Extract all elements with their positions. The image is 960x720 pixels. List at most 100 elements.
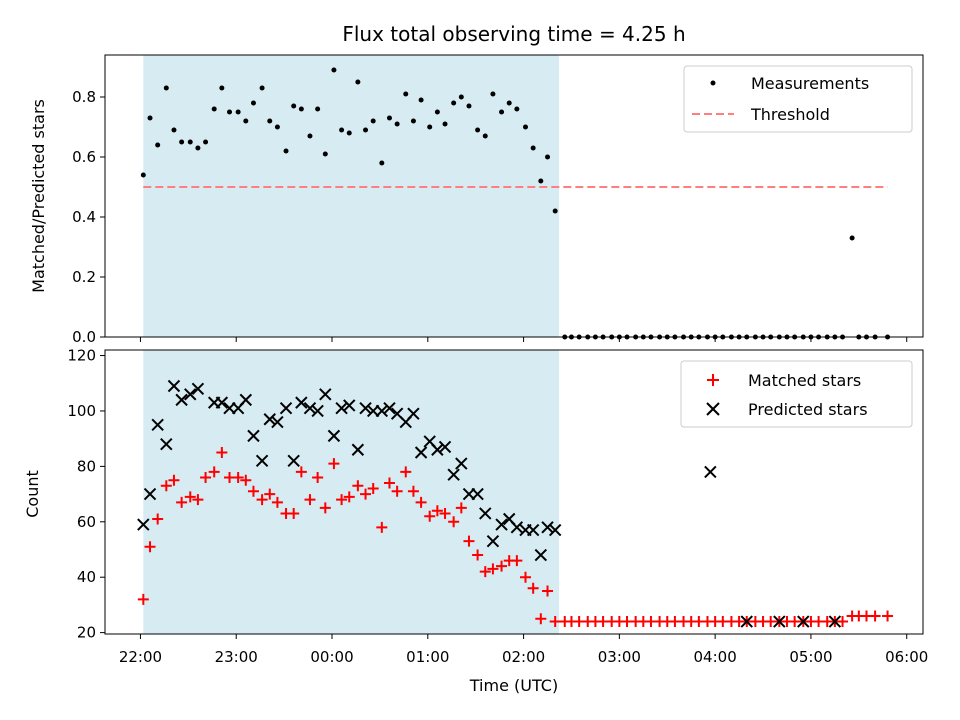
matched-star-point [232, 471, 244, 483]
x-tick-label: 06:00 [885, 648, 928, 666]
observing-span-shade [143, 55, 560, 337]
legend-matched-marker [707, 374, 719, 386]
y-tick-label: 0.0 [72, 328, 96, 346]
bottom-panel: 20 40 60 80 100 120 22:00 23:00 00:00 01:00 02:00… [23, 347, 928, 695]
measurement-point [147, 115, 153, 121]
measurement-point [203, 139, 209, 145]
predicted-star-point [303, 401, 317, 415]
measurement-point [291, 103, 297, 109]
predicted-star-point [311, 404, 324, 418]
measurement-point [355, 79, 361, 85]
matched-star-point [176, 496, 188, 508]
matched-star-point [304, 494, 316, 506]
legend-measurements-label: Measurements [751, 74, 869, 93]
legend-threshold-label: Threshold [750, 105, 830, 124]
measurement-point [171, 127, 177, 133]
predicted-star-point [359, 401, 372, 415]
matched-star-point [407, 485, 419, 497]
predicted-star-point [175, 393, 188, 407]
matched-star-point [184, 491, 196, 503]
measurement-point [235, 109, 241, 115]
measurement-point [283, 148, 289, 154]
measurement-point [545, 154, 551, 160]
bottom-x-ticks: 22:00 23:00 00:00 01:00 02:00 03:00 04:00 05:00… [119, 634, 928, 666]
measurement-point [506, 100, 512, 106]
measurement-point [179, 139, 185, 145]
measurement-point [370, 118, 376, 124]
y-tick-label: 0.2 [72, 268, 96, 286]
matched-star-point [415, 496, 427, 508]
matched-star-point [391, 485, 403, 497]
x-tick-label: 00:00 [310, 648, 353, 666]
matched-star-point [376, 521, 388, 533]
y-tick-label: 100 [67, 402, 96, 420]
matched-star-point [168, 474, 180, 486]
matched-star-point [837, 616, 849, 628]
measurement-point [187, 139, 193, 145]
top-y-ticks: 0.0 0.2 0.4 0.6 0.8 [72, 88, 105, 346]
predicted-star-point [247, 429, 260, 443]
predicted-star-point [455, 457, 468, 470]
matched-star-point [352, 480, 364, 492]
y-tick-label: 0.6 [72, 148, 96, 166]
matched-star-point [312, 471, 324, 483]
measurement-point [227, 109, 233, 115]
legend-matched-label: Matched stars [748, 371, 861, 390]
matched-star-point [869, 610, 881, 622]
predicted-star-point [271, 415, 284, 429]
x-tick-label: 03:00 [598, 648, 641, 666]
measurement-point [434, 109, 440, 115]
measurement-point [514, 106, 520, 112]
matched-star-point [208, 466, 220, 478]
predicted-star-point [797, 615, 810, 628]
measurement-point [307, 133, 313, 139]
matched-star-point [542, 585, 554, 597]
predicted-star-point [255, 454, 269, 468]
predicted-star-point [160, 437, 173, 451]
measurement-point [163, 85, 169, 91]
measurement-point [490, 91, 496, 97]
measurement-point [155, 142, 161, 148]
measurement-point [442, 121, 448, 127]
bottom-y-axis-label: Count [23, 470, 42, 518]
measurement-point [538, 178, 544, 184]
matched-star-point [549, 616, 561, 628]
matched-star-point [137, 593, 149, 605]
measurement-point [530, 145, 536, 151]
measurement-point [250, 100, 256, 106]
matched-star-point [152, 513, 164, 525]
matched-star-point [383, 477, 395, 489]
predicted-star-point [534, 548, 548, 562]
x-tick-label: 23:00 [215, 648, 258, 666]
predicted-star-point [263, 413, 276, 426]
predicted-star-point [343, 399, 356, 412]
measurement-point [522, 124, 528, 130]
measurement-point [322, 151, 328, 157]
predicted-star-point [471, 487, 484, 501]
predicted-star-point [351, 443, 365, 456]
measurement-point [482, 133, 488, 139]
matched-star-point [192, 494, 204, 506]
predicted-star-point [479, 507, 492, 520]
chart-title: Flux total observing time = 4.25 h [342, 22, 685, 46]
y-tick-label: 20 [77, 624, 96, 642]
measurement-point [339, 127, 345, 133]
matched-star-point [527, 582, 539, 594]
predicted-star-point [287, 454, 300, 468]
y-tick-label: 60 [77, 513, 96, 531]
measurement-point [243, 118, 249, 124]
measurement-point [394, 121, 400, 127]
legend-measurement-marker [710, 80, 716, 86]
bottom-legend: Matched stars Predicted stars [680, 360, 913, 428]
measurement-point [466, 103, 472, 109]
bottom-y-ticks: 20 40 60 80 100 120 [67, 347, 105, 642]
matched-star-point [439, 507, 451, 519]
measurement-point [403, 91, 409, 97]
predicted-star-point [295, 396, 308, 409]
count-points [137, 379, 894, 628]
measurement-point [298, 106, 304, 112]
measurement-point [849, 235, 855, 241]
measurement-point [140, 172, 146, 178]
top-y-axis-label: Matched/Predicted stars [29, 99, 48, 293]
